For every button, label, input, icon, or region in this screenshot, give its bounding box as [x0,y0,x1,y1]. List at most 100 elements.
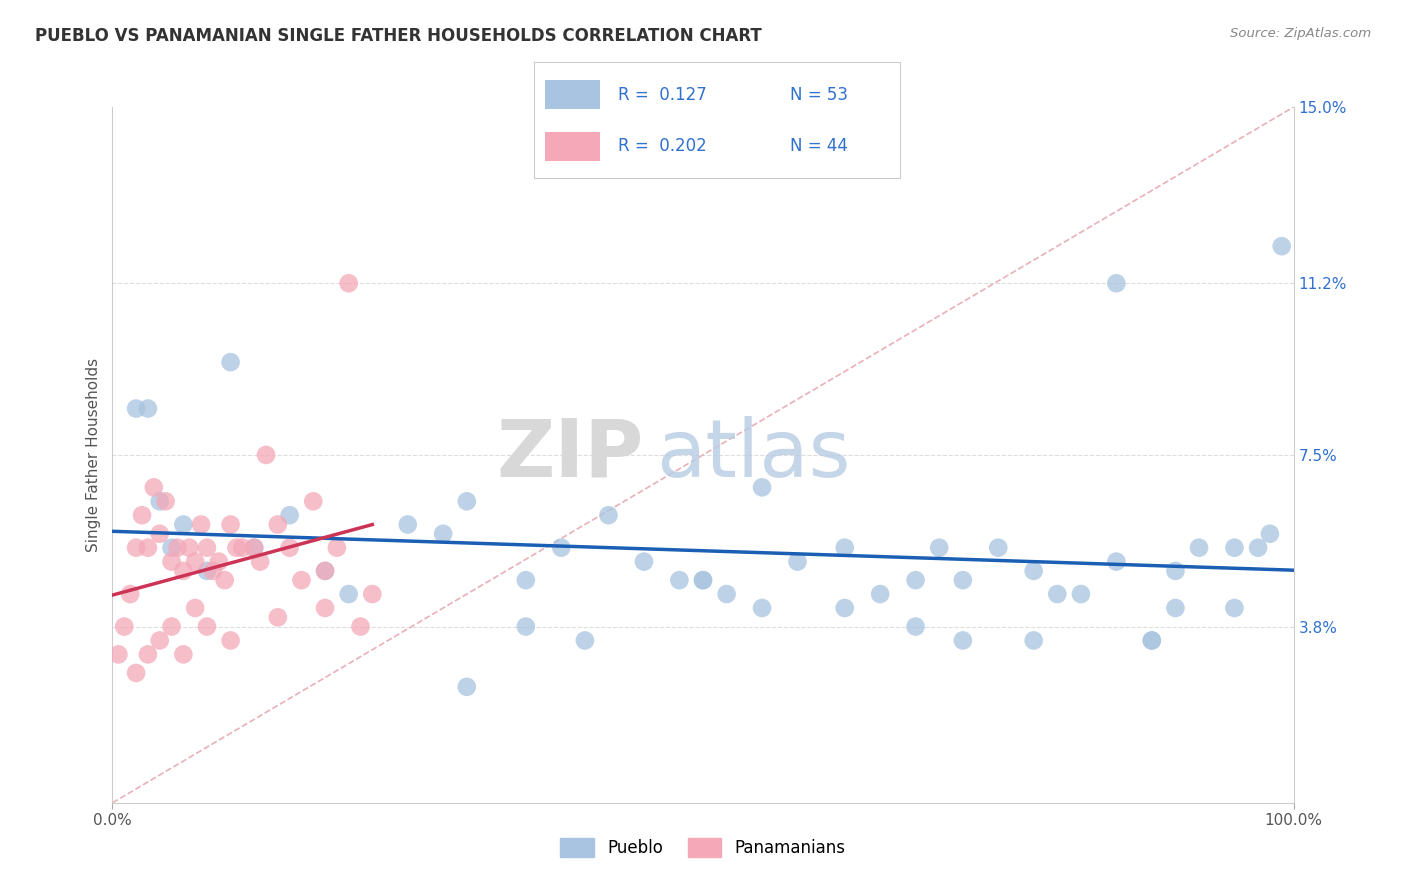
Point [326,541,349,555]
Point [1140,633,1163,648]
Point [1140,633,1163,648]
Point [184,601,207,615]
Point [834,601,856,615]
Text: ZIP: ZIP [496,416,644,494]
Point [243,541,266,555]
Point [136,648,159,662]
Point [716,587,738,601]
Point [195,564,218,578]
Point [155,494,177,508]
Point [314,564,336,578]
Point [432,526,454,541]
Point [225,541,247,555]
Point [515,619,537,633]
Point [515,573,537,587]
Point [869,587,891,601]
Point [231,541,253,555]
Point [1258,526,1281,541]
Point [160,619,183,633]
Point [633,555,655,569]
Point [1046,587,1069,601]
Point [1022,633,1045,648]
Point [267,610,290,624]
Point [751,480,773,494]
Point [786,555,808,569]
Point [184,555,207,569]
Point [290,573,312,587]
Point [1105,277,1128,291]
Point [550,541,572,555]
Point [160,541,183,555]
Point [1223,541,1246,555]
Point [574,633,596,648]
Point [243,541,266,555]
Text: N = 53: N = 53 [790,86,848,103]
Point [904,573,927,587]
Point [834,541,856,555]
Point [195,619,218,633]
Point [120,587,142,601]
Point [208,555,231,569]
Text: atlas: atlas [655,416,851,494]
Point [125,401,148,416]
Point [172,564,194,578]
Point [254,448,277,462]
Point [107,648,129,662]
Point [278,541,301,555]
Point [125,541,148,555]
Text: PUEBLO VS PANAMANIAN SINGLE FATHER HOUSEHOLDS CORRELATION CHART: PUEBLO VS PANAMANIAN SINGLE FATHER HOUSE… [35,27,762,45]
Point [249,555,271,569]
Point [751,601,773,615]
Y-axis label: Single Father Households: Single Father Households [86,358,101,552]
Point [172,517,194,532]
Point [456,680,478,694]
Text: N = 44: N = 44 [790,137,848,155]
Point [125,665,148,680]
Point [149,494,172,508]
Point [195,541,218,555]
Point [952,633,974,648]
Text: R =  0.202: R = 0.202 [619,137,707,155]
Bar [546,79,600,109]
Point [904,619,927,633]
Point [1164,601,1187,615]
Point [337,277,360,291]
Point [668,573,690,587]
Point [1105,555,1128,569]
Point [987,541,1010,555]
Point [201,564,224,578]
Point [349,619,371,633]
Legend: Pueblo, Panamanians: Pueblo, Panamanians [554,831,852,864]
Text: Source: ZipAtlas.com: Source: ZipAtlas.com [1230,27,1371,40]
Text: R =  0.127: R = 0.127 [619,86,707,103]
Point [396,517,419,532]
Point [219,633,242,648]
Point [219,355,242,369]
Point [361,587,384,601]
Point [598,508,620,523]
Point [337,587,360,601]
Point [302,494,325,508]
Point [1022,564,1045,578]
Point [112,619,135,633]
Point [692,573,714,587]
Point [928,541,950,555]
Point [1223,601,1246,615]
Point [692,573,714,587]
Point [314,601,336,615]
Point [142,480,165,494]
Point [131,508,153,523]
Point [1188,541,1211,555]
Point [149,526,172,541]
Point [149,633,172,648]
Point [219,517,242,532]
Point [136,401,159,416]
Point [1164,564,1187,578]
Point [136,541,159,555]
Point [172,648,194,662]
Point [160,555,183,569]
Point [952,573,974,587]
Point [1271,239,1294,253]
Point [1247,541,1270,555]
Point [1070,587,1092,601]
